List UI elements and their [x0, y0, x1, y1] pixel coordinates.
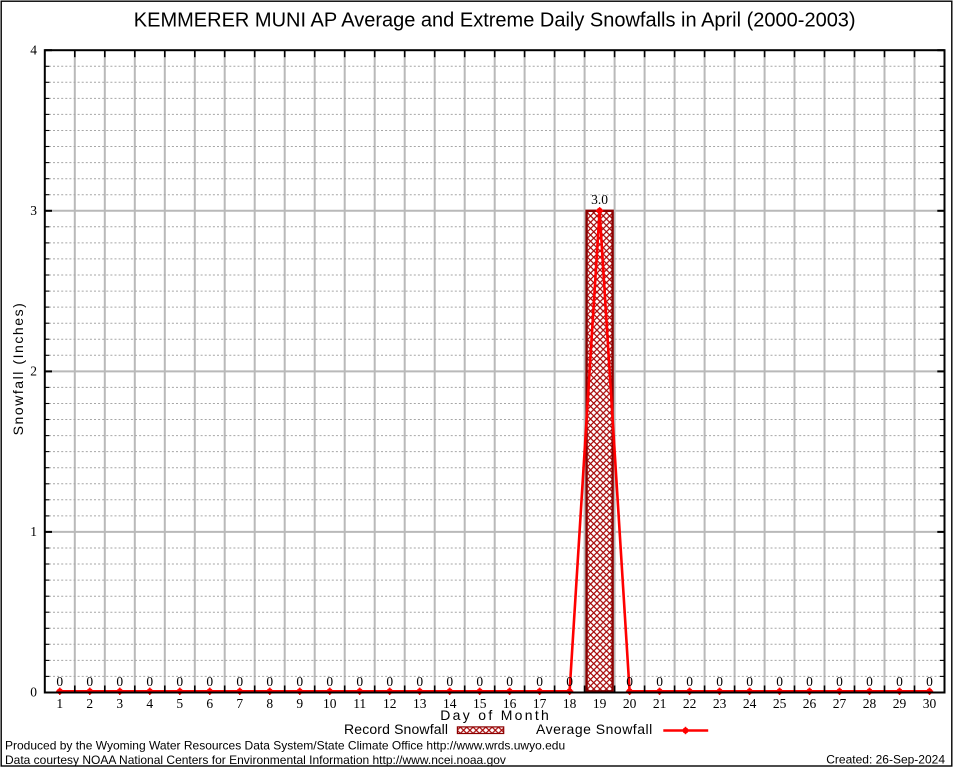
- svg-text:0: 0: [326, 674, 333, 689]
- svg-text:11: 11: [353, 696, 366, 711]
- svg-text:0: 0: [416, 674, 423, 689]
- svg-text:12: 12: [383, 696, 397, 711]
- svg-text:3.0: 3.0: [591, 192, 608, 207]
- svg-text:0: 0: [356, 674, 363, 689]
- svg-text:0: 0: [686, 674, 693, 689]
- svg-text:0: 0: [716, 674, 723, 689]
- svg-text:28: 28: [863, 696, 877, 711]
- svg-text:0: 0: [236, 674, 243, 689]
- svg-text:0: 0: [86, 674, 93, 689]
- svg-text:0: 0: [146, 674, 153, 689]
- svg-text:4: 4: [30, 42, 37, 57]
- svg-text:Created: 26-Sep-2024: Created: 26-Sep-2024: [826, 753, 945, 767]
- svg-text:25: 25: [773, 696, 787, 711]
- svg-text:19: 19: [593, 696, 607, 711]
- svg-text:17: 17: [533, 696, 547, 711]
- svg-text:0: 0: [926, 674, 933, 689]
- svg-text:Produced by the Wyoming Water: Produced by the Wyoming Water Resources …: [5, 738, 565, 752]
- svg-text:13: 13: [413, 696, 427, 711]
- svg-text:0: 0: [386, 674, 393, 689]
- svg-text:1: 1: [56, 696, 63, 711]
- svg-text:22: 22: [683, 696, 697, 711]
- svg-text:0: 0: [536, 674, 543, 689]
- svg-text:0: 0: [176, 674, 183, 689]
- svg-text:20: 20: [623, 696, 637, 711]
- svg-text:10: 10: [323, 696, 337, 711]
- svg-text:1: 1: [30, 524, 37, 539]
- svg-text:0: 0: [506, 674, 513, 689]
- svg-text:15: 15: [473, 696, 487, 711]
- svg-text:9: 9: [296, 696, 303, 711]
- svg-text:5: 5: [176, 696, 183, 711]
- svg-text:2: 2: [86, 696, 93, 711]
- svg-text:Data courtesy NOAA National Ce: Data courtesy NOAA National Centers for …: [5, 753, 506, 767]
- svg-text:0: 0: [206, 674, 213, 689]
- svg-text:0: 0: [296, 674, 303, 689]
- svg-text:0: 0: [446, 674, 453, 689]
- svg-text:0: 0: [866, 674, 873, 689]
- svg-text:Day of Month: Day of Month: [440, 707, 551, 723]
- svg-text:3: 3: [30, 203, 37, 218]
- svg-text:0: 0: [656, 674, 663, 689]
- svg-text:21: 21: [653, 696, 667, 711]
- svg-text:0: 0: [116, 674, 123, 689]
- svg-text:0: 0: [30, 685, 37, 700]
- svg-text:0: 0: [776, 674, 783, 689]
- svg-text:2: 2: [30, 364, 37, 379]
- svg-text:18: 18: [563, 696, 577, 711]
- svg-text:23: 23: [713, 696, 727, 711]
- svg-text:0: 0: [56, 674, 63, 689]
- svg-text:26: 26: [803, 696, 817, 711]
- svg-text:0: 0: [266, 674, 273, 689]
- svg-text:24: 24: [743, 696, 757, 711]
- svg-text:0: 0: [626, 674, 633, 689]
- svg-text:7: 7: [236, 696, 243, 711]
- svg-text:0: 0: [476, 674, 483, 689]
- svg-text:Record Snowfall: Record Snowfall: [344, 721, 448, 737]
- svg-text:0: 0: [836, 674, 843, 689]
- svg-text:3: 3: [116, 696, 123, 711]
- svg-text:Average Snowfall: Average Snowfall: [536, 721, 653, 737]
- svg-text:0: 0: [896, 674, 903, 689]
- svg-text:KEMMERER MUNI AP Average and E: KEMMERER MUNI AP Average and Extreme Dai…: [134, 9, 856, 31]
- svg-text:14: 14: [443, 696, 457, 711]
- svg-text:27: 27: [833, 696, 847, 711]
- svg-text:0: 0: [566, 674, 573, 689]
- svg-text:0: 0: [746, 674, 753, 689]
- svg-text:Snowfall (Inches): Snowfall (Inches): [10, 302, 26, 436]
- svg-text:16: 16: [503, 696, 517, 711]
- svg-text:6: 6: [206, 696, 213, 711]
- svg-text:8: 8: [266, 696, 273, 711]
- svg-text:0: 0: [806, 674, 813, 689]
- svg-text:4: 4: [146, 696, 153, 711]
- svg-text:29: 29: [893, 696, 907, 711]
- svg-text:30: 30: [923, 696, 937, 711]
